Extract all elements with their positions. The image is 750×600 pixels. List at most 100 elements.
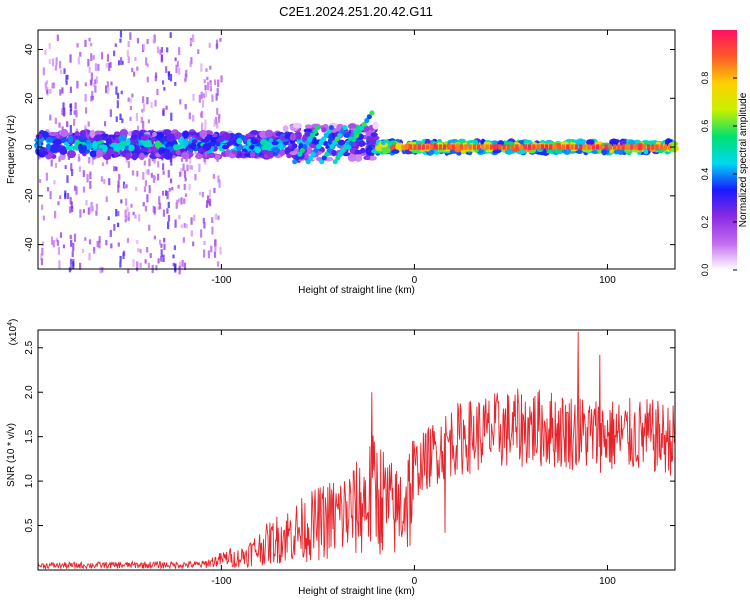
- snr-frame: [37, 329, 676, 571]
- spectrogram-cell: [358, 134, 364, 140]
- spectrogram-cell: [203, 249, 206, 258]
- spectrogram-cell: [203, 158, 206, 163]
- spectrogram-cell: [181, 151, 190, 160]
- spectrogram-cell: [364, 117, 370, 124]
- spectrogram-cell: [326, 147, 333, 153]
- spectrogram-cell: [369, 110, 375, 116]
- spectrogram-cell: [108, 178, 111, 186]
- spectrogram-cell: [207, 250, 210, 259]
- spectrogram-cell: [117, 180, 120, 188]
- spectrogram-cell: [210, 245, 213, 253]
- spectrogram-cell: [157, 258, 160, 264]
- spectrogram-cell: [166, 208, 169, 214]
- spectrogram-cell: [532, 144, 536, 150]
- spectrogram-cell: [184, 103, 187, 110]
- spectrogram-cell: [55, 237, 58, 242]
- spectrogram-y-tick-label: 20: [24, 92, 35, 104]
- spectrogram-cell: [204, 123, 207, 131]
- spectrogram-cell: [131, 93, 134, 98]
- spectrogram-cell: [160, 243, 163, 248]
- spectrogram-cell: [310, 132, 316, 138]
- spectrogram-cell: [123, 184, 127, 189]
- spectrogram-cell: [421, 144, 426, 150]
- spectrogram-cell: [142, 172, 145, 180]
- spectrogram-cell: [200, 63, 203, 72]
- spectrogram-cell: [69, 54, 72, 63]
- spectrogram-cell: [213, 187, 216, 194]
- spectrogram-cell: [109, 62, 112, 68]
- spectrogram-cell: [44, 49, 47, 55]
- spectrogram-cell: [66, 175, 69, 183]
- spectrogram-cell: [42, 67, 45, 76]
- spectrogram-cell: [99, 266, 102, 274]
- spectrogram-cell: [192, 93, 195, 101]
- spectrogram-cell: [195, 153, 203, 160]
- spectrogram-cell: [182, 237, 185, 243]
- spectrogram-cell: [158, 239, 162, 245]
- spectrogram-cell: [61, 87, 64, 94]
- spectrogram-cell: [92, 140, 98, 150]
- spectrogram-cell: [451, 144, 455, 150]
- spectrogram-cell: [122, 252, 125, 260]
- spectrogram-cell: [347, 123, 358, 129]
- spectrogram-cell: [105, 156, 109, 165]
- spectrogram-cell: [127, 268, 130, 274]
- spectrogram-panel: -100 0 100 -40 -20 0 20 40 Height of straight l…: [6, 29, 679, 296]
- spectrogram-cell: [113, 145, 121, 153]
- spectrogram-cell: [41, 150, 49, 156]
- spectrogram-cell: [604, 144, 608, 150]
- spectrogram-cell: [88, 157, 91, 164]
- spectrogram-cell: [324, 151, 330, 157]
- spectrogram-cell: [136, 261, 139, 270]
- spectrogram-cell: [57, 201, 60, 206]
- spectrogram-cell: [167, 71, 171, 81]
- spectrogram-cell: [163, 151, 173, 160]
- spectrogram-cell: [124, 209, 127, 218]
- spectrogram-cell: [332, 159, 338, 165]
- spectrogram-cell: [49, 114, 52, 121]
- snr-x-axis-label: Height of straight line (km): [298, 586, 415, 597]
- spectrogram-cell: [544, 144, 549, 150]
- spectrogram-cell: [561, 144, 566, 150]
- spectrogram-cell: [142, 202, 145, 207]
- spectrogram-cell: [335, 155, 341, 161]
- spectrogram-cell: [217, 175, 220, 183]
- spectrogram-cell: [203, 79, 206, 84]
- spectrogram-cell: [167, 201, 170, 209]
- spectrogram-cell: [178, 198, 181, 203]
- spectrogram-cell: [337, 132, 343, 138]
- spectrogram-cell: [132, 259, 135, 267]
- spectrogram-cell: [217, 116, 221, 123]
- spectrogram-cell: [148, 224, 151, 231]
- spectrogram-cell: [76, 80, 79, 89]
- spectrogram-cell: [126, 50, 129, 58]
- spectrogram-cell: [159, 49, 162, 55]
- spectrogram-cell: [129, 32, 132, 40]
- spectrogram-cell: [217, 215, 220, 220]
- spectrogram-cell: [201, 122, 204, 131]
- spectrogram-cell: [115, 116, 118, 122]
- spectrogram-cell: [125, 215, 128, 221]
- spectrogram-cell: [190, 165, 194, 170]
- spectrogram-cell: [109, 109, 112, 117]
- spectrogram-cell: [194, 173, 197, 181]
- spectrogram-cell: [222, 132, 231, 141]
- spectrogram-cell: [101, 162, 105, 167]
- spectrogram-cell: [171, 186, 174, 191]
- spectrogram-cell: [351, 136, 357, 143]
- spectrogram-cell: [41, 241, 45, 247]
- spectrogram-cell: [464, 144, 468, 150]
- colorbar-label: Normalized spectral amplitude: [738, 92, 749, 227]
- spectrogram-cell: [170, 112, 173, 121]
- spectrogram-cell: [142, 103, 146, 112]
- spectrogram-cell: [178, 265, 181, 275]
- spectrogram-cell: [129, 116, 132, 121]
- spectrogram-cell: [85, 200, 88, 206]
- spectrogram-cell: [113, 151, 119, 157]
- spectrogram-cell: [88, 67, 91, 74]
- spectrogram-cell: [74, 102, 77, 110]
- spectrogram-cell: [58, 156, 61, 162]
- spectrogram-cell: [45, 172, 49, 181]
- spectrogram-cell: [49, 146, 59, 153]
- spectrogram-cell: [117, 60, 121, 66]
